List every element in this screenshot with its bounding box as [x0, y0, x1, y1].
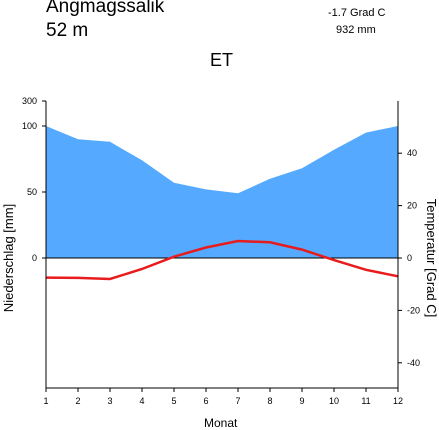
y-right-tick-label: 40 [407, 148, 417, 158]
x-tick-label: 6 [203, 396, 208, 406]
y-axis-right-label: Temperatur [Grad C] [424, 199, 439, 318]
station-elevation: 52 m [46, 20, 89, 41]
y-axis-left-label: Niederschlag [mm] [1, 204, 16, 312]
x-tick-label: 5 [171, 396, 176, 406]
y-left-tick-label: 0 [32, 253, 37, 263]
y-left-tick-label: 100 [22, 121, 37, 131]
x-tick-label: 2 [75, 396, 80, 406]
annual-precipitation: 932 mm [336, 24, 376, 36]
y-right-tick-label: -20 [407, 305, 420, 315]
y-right-tick-label: -40 [407, 358, 420, 368]
temperature-line [45, 239, 399, 281]
x-tick-label: 1 [43, 396, 48, 406]
x-tick-label: 11 [361, 396, 370, 406]
x-axis-label: Monat [204, 416, 238, 430]
climate-class-title: ET [210, 50, 234, 70]
y-left-tick-label: 300 [22, 96, 37, 106]
x-tick-label: 3 [107, 396, 112, 406]
station-name: Angmagssalik [46, 0, 165, 17]
mean-temperature: -1.7 Grad C [328, 7, 386, 19]
y-right-tick-label: 0 [407, 253, 412, 263]
precipitation-area [46, 126, 398, 258]
x-tick-label: 10 [329, 396, 339, 406]
x-tick-label: 9 [299, 396, 304, 406]
x-tick-label: 4 [139, 396, 144, 406]
x-tick-label: 7 [235, 396, 240, 406]
x-tick-label: 8 [267, 396, 272, 406]
x-tick-label: 12 [393, 396, 403, 406]
y-left-tick-label: 50 [27, 187, 37, 197]
y-right-tick-label: 20 [407, 201, 417, 211]
